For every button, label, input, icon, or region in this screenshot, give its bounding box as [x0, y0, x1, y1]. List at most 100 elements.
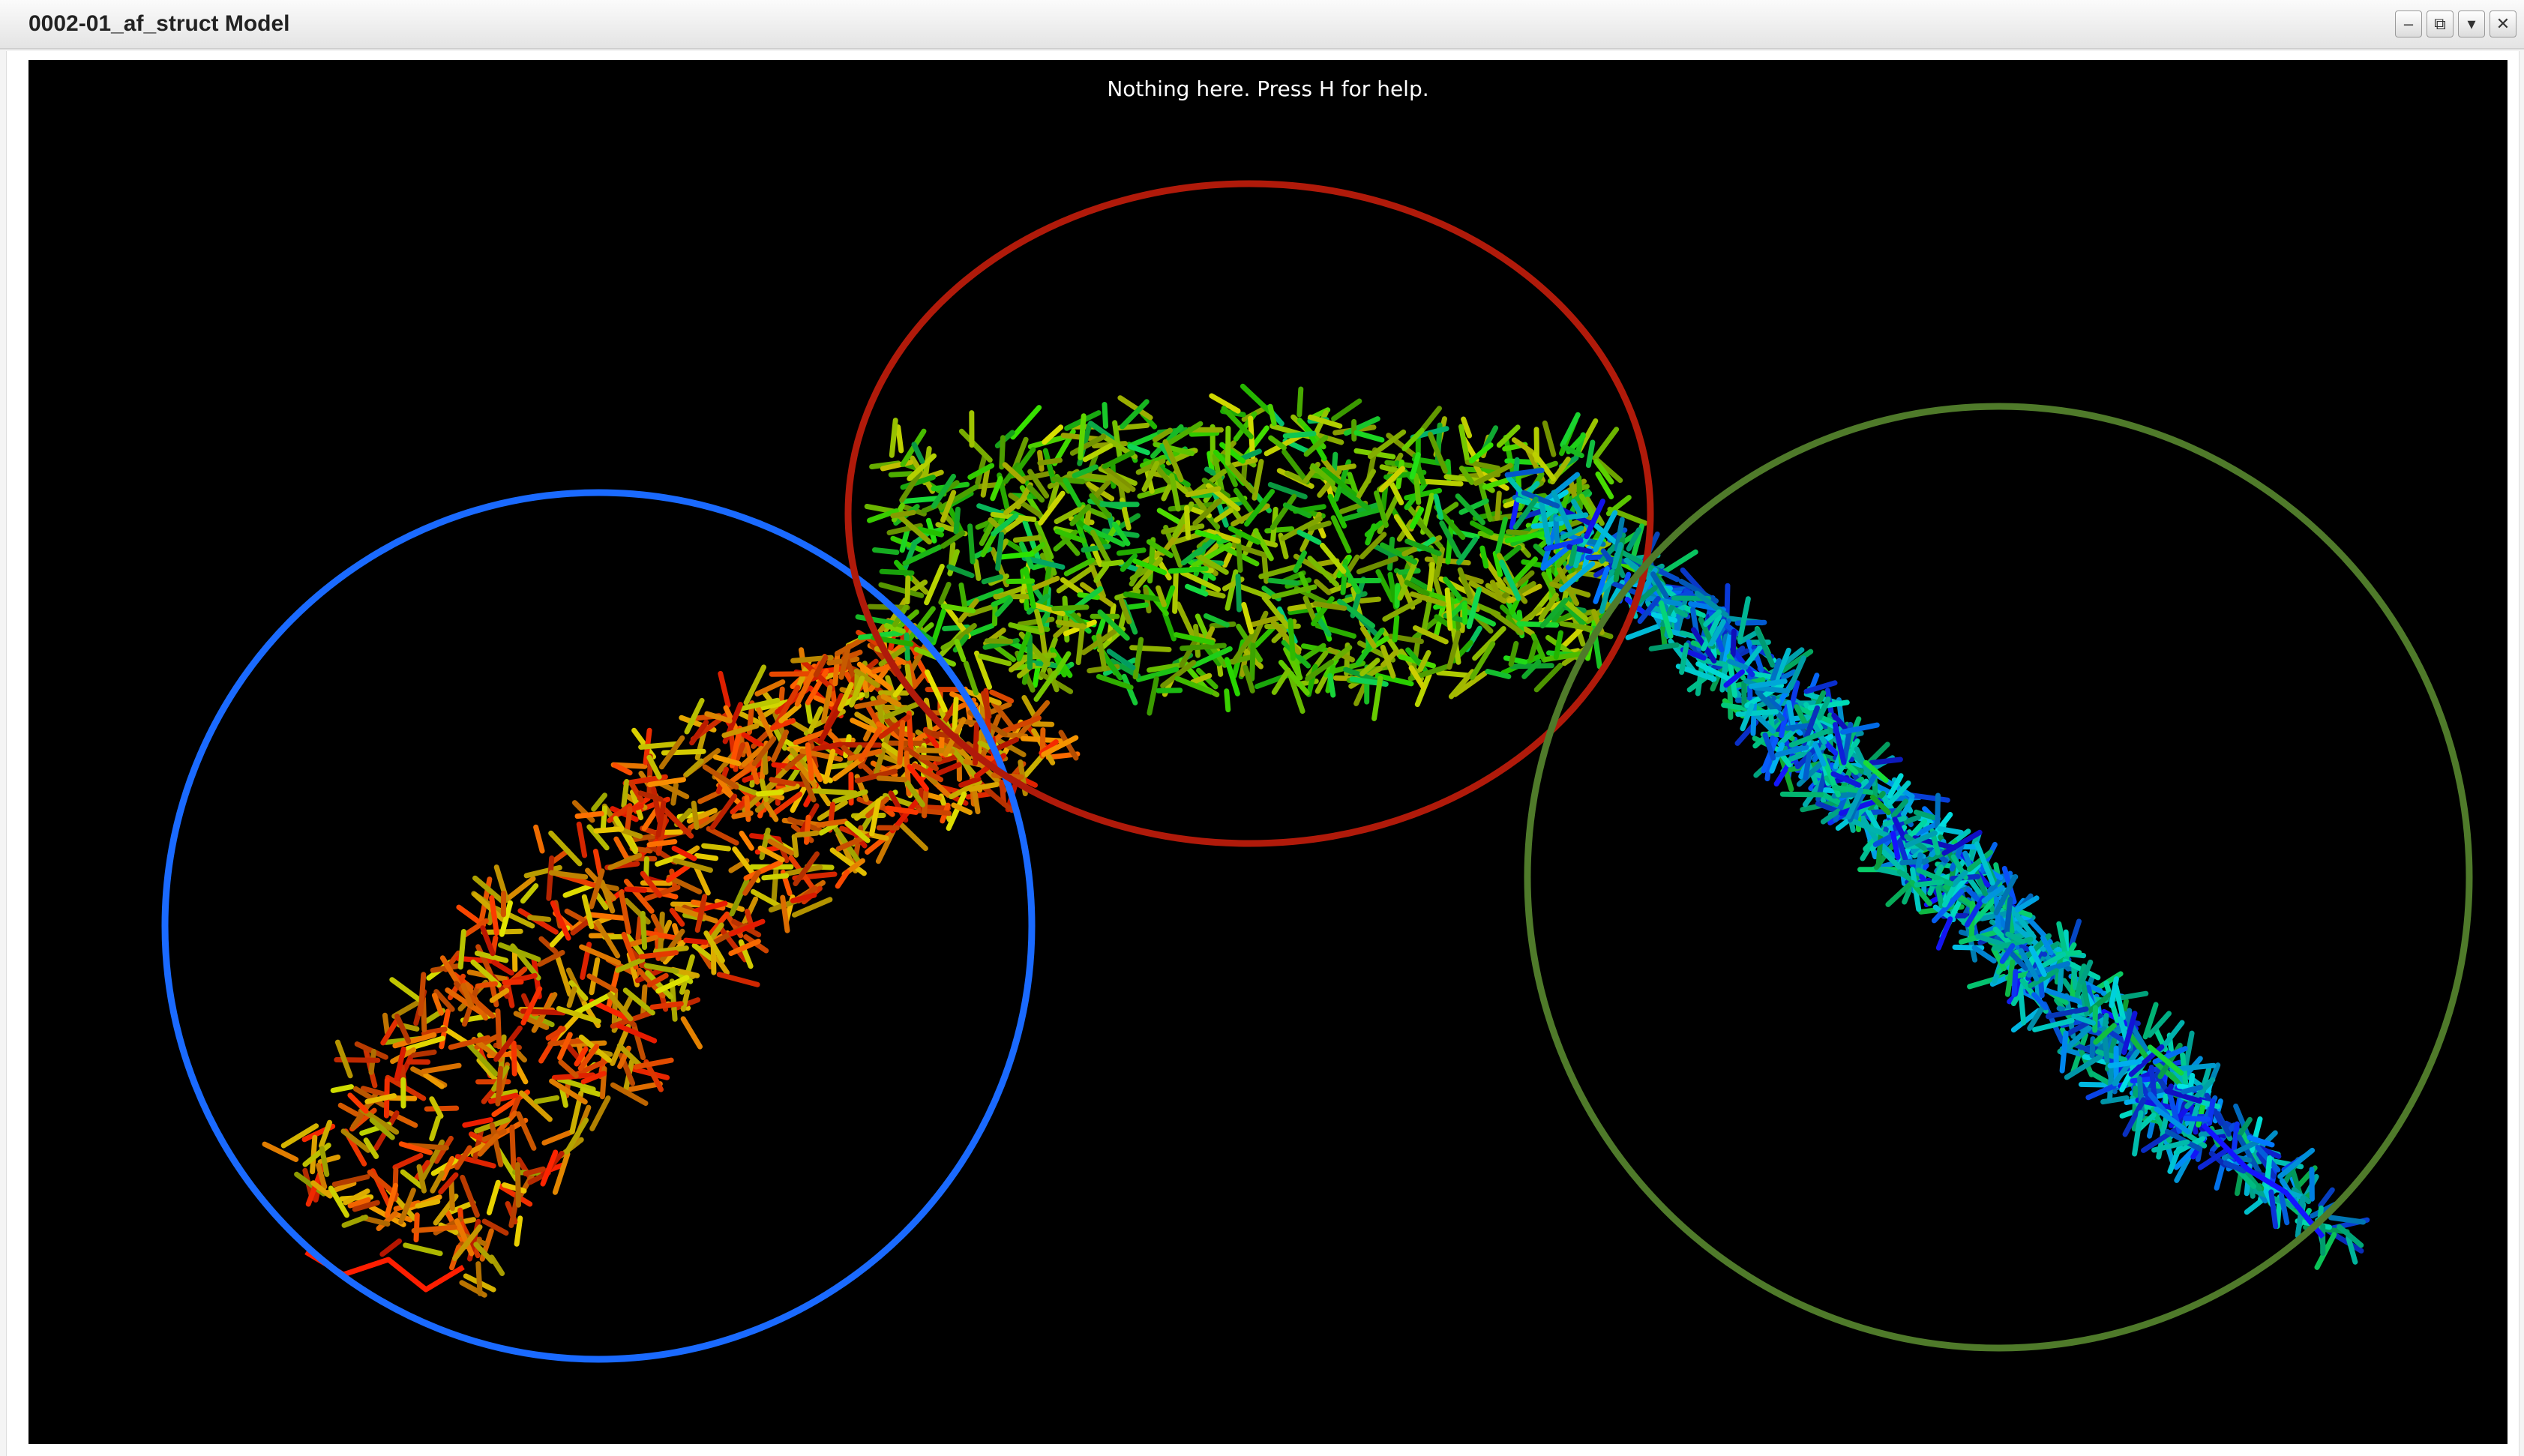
bond: [462, 1117, 493, 1128]
bond: [1658, 549, 1698, 577]
menu-dropdown-button[interactable]: ▾: [2458, 10, 2485, 37]
bond: [1162, 439, 1184, 482]
bond: [823, 748, 836, 784]
bond: [1003, 517, 1024, 533]
bond: [967, 463, 995, 480]
bond: [1420, 598, 1433, 635]
bond: [1033, 670, 1058, 702]
bond: [564, 1117, 589, 1155]
bond: [1457, 567, 1473, 600]
bond: [931, 606, 948, 646]
structure-viewport[interactable]: Nothing here. Press H for help.: [28, 60, 2508, 1444]
bond: [835, 869, 850, 889]
bond: [899, 496, 940, 505]
bond: [1968, 897, 1997, 928]
bond: [1439, 520, 1461, 558]
bond: [280, 1123, 319, 1149]
bond: [1267, 481, 1308, 500]
bond: [2057, 962, 2064, 993]
bond: [955, 623, 977, 641]
bond: [1542, 650, 1589, 663]
bond: [2059, 1030, 2069, 1074]
bond: [548, 830, 583, 867]
bond: [1132, 637, 1144, 680]
bond: [1243, 425, 1269, 459]
bond: [2295, 1195, 2306, 1239]
bond: [714, 955, 730, 975]
bond: [1173, 632, 1216, 646]
bond: [1100, 463, 1136, 493]
bond: [1237, 448, 1262, 463]
bond: [702, 764, 739, 790]
bond: [1458, 466, 1475, 485]
bond: [1380, 542, 1418, 565]
bond: [1494, 517, 1508, 555]
bond: [586, 824, 610, 851]
bond: [1127, 443, 1150, 456]
bond: [2011, 969, 2019, 998]
bond: [1950, 870, 1968, 888]
bond: [940, 490, 957, 523]
bond: [1271, 667, 1291, 695]
bond: [566, 986, 577, 1008]
bond: [813, 655, 829, 678]
bond: [405, 1035, 445, 1052]
bond: [872, 547, 900, 556]
bond: [2107, 1060, 2115, 1101]
bond: [935, 753, 961, 765]
bond: [557, 1032, 573, 1061]
bond: [958, 428, 993, 463]
detach-button[interactable]: ⧉: [2427, 10, 2454, 37]
bond: [1293, 550, 1307, 574]
bond: [1330, 515, 1352, 554]
bond: [794, 830, 820, 838]
bond: [1319, 542, 1347, 574]
bond: [1473, 463, 1513, 486]
bond: [1054, 529, 1087, 544]
close-button[interactable]: ✕: [2490, 10, 2517, 37]
bond: [591, 792, 607, 812]
bond: [1470, 520, 1494, 536]
bond: [666, 874, 703, 894]
bond: [1737, 629, 1760, 645]
bond: [1506, 583, 1542, 604]
bond: [1980, 911, 2009, 921]
bond: [495, 1065, 504, 1107]
molecule-canvas[interactable]: [28, 60, 2508, 1444]
bond: [533, 824, 545, 854]
bond: [392, 1152, 424, 1170]
bond: [1055, 619, 1087, 630]
bond: [1112, 420, 1123, 459]
bond: [1037, 457, 1063, 466]
bond: [2121, 1011, 2138, 1056]
bond: [718, 670, 731, 709]
bond: [1494, 582, 1517, 596]
bond: [2147, 1011, 2172, 1038]
bond: [302, 1143, 331, 1167]
bond: [572, 990, 616, 1016]
minimize-button[interactable]: –: [2395, 10, 2422, 37]
bond: [805, 742, 814, 781]
bond: [1721, 702, 1751, 712]
bond: [556, 1077, 596, 1092]
bond: [421, 1026, 448, 1036]
close-icon: ✕: [2496, 14, 2511, 33]
bond: [621, 779, 630, 808]
bond: [616, 1043, 643, 1068]
bond: [340, 1128, 371, 1153]
bond: [1404, 538, 1442, 556]
bond: [1489, 580, 1503, 602]
bond: [1820, 808, 1841, 825]
bond: [1836, 776, 1865, 797]
bond: [1748, 679, 1788, 689]
chevron-down-icon: ▾: [2467, 14, 2476, 33]
bond: [1774, 744, 1809, 758]
bond: [2208, 1150, 2228, 1168]
bond: [1890, 798, 1908, 819]
bond: [1308, 414, 1343, 429]
bond: [1235, 574, 1243, 613]
bond: [1521, 490, 1560, 509]
bond: [429, 1096, 444, 1119]
window-titlebar[interactable]: 0002-01_af_struct Model – ⧉ ▾ ✕: [0, 0, 2524, 49]
bond: [1207, 529, 1241, 544]
